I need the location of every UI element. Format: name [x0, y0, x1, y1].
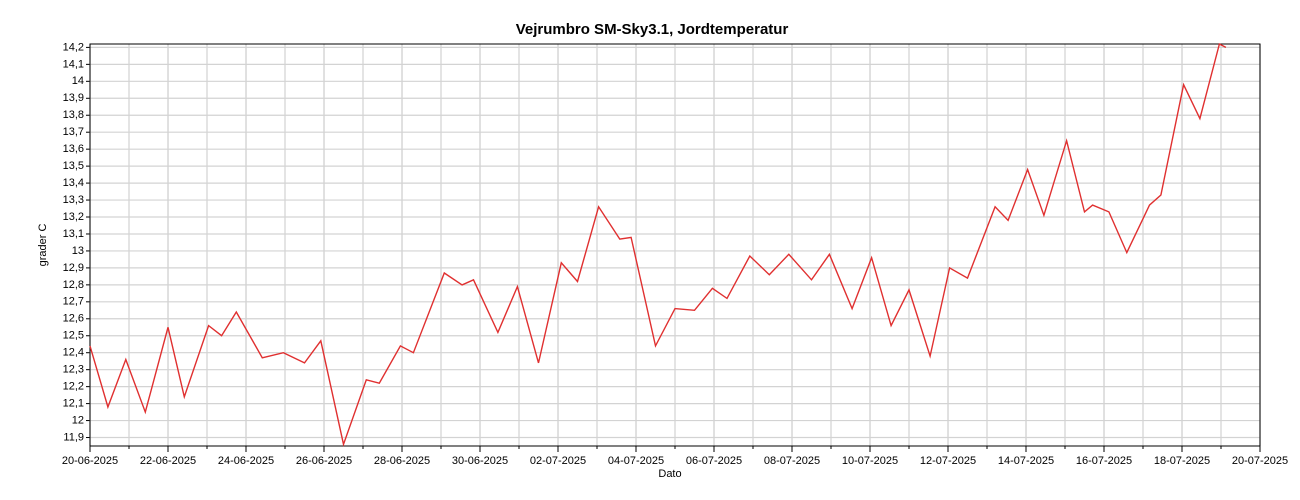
x-tick-label: 30-06-2025 [452, 455, 508, 467]
y-tick-label: 13,3 [63, 194, 84, 206]
y-tick-label: 13,4 [63, 177, 84, 189]
chart-title: Vejrumbro SM-Sky3.1, Jordtemperatur [516, 21, 789, 38]
y-tick-label: 14,2 [63, 41, 84, 53]
y-tick-label: 13 [72, 245, 84, 257]
x-tick-label: 10-07-2025 [842, 455, 898, 467]
y-tick-label: 12,1 [63, 398, 84, 410]
x-tick-label: 02-07-2025 [530, 455, 586, 467]
x-tick-label: 26-06-2025 [296, 455, 352, 467]
data-line [89, 42, 1227, 447]
plot-frame [89, 43, 1261, 447]
x-tick-label: 12-07-2025 [920, 455, 976, 467]
y-tick-label: 12 [72, 414, 84, 426]
y-tick-label: 13,2 [63, 211, 84, 223]
y-tick-label: 14 [72, 75, 84, 87]
y-tick-label: 13,5 [63, 160, 84, 172]
y-tick-label: 14,1 [63, 58, 84, 70]
y-tick-label: 11,9 [63, 431, 84, 443]
x-tick-label: 22-06-2025 [140, 455, 196, 467]
y-tick-label: 13,1 [63, 228, 84, 240]
x-tick-label: 20-07-2025 [1232, 455, 1288, 467]
x-tick-label: 14-07-2025 [998, 455, 1054, 467]
y-tick-label: 13,9 [63, 92, 84, 104]
y-tick-label: 12,4 [63, 347, 84, 359]
x-axis-label: Dato [658, 468, 681, 480]
x-tick-label: 18-07-2025 [1154, 455, 1210, 467]
y-tick-label: 13,7 [63, 126, 84, 138]
y-tick-label: 12,9 [63, 262, 84, 274]
y-tick-label: 12,6 [63, 313, 84, 325]
y-tick-label: 12,2 [63, 381, 84, 393]
y-tick-label: 12,7 [63, 296, 84, 308]
y-tick-label: 13,8 [63, 109, 84, 121]
y-tick-label: 12,5 [63, 330, 84, 342]
y-axis-label: grader C [37, 224, 49, 267]
y-tick-label: 12,3 [63, 364, 84, 376]
x-tick-label: 16-07-2025 [1076, 455, 1132, 467]
x-tick-label: 06-07-2025 [686, 455, 742, 467]
x-tick-label: 08-07-2025 [764, 455, 820, 467]
y-tick-label: 12,8 [63, 279, 84, 291]
x-tick-label: 04-07-2025 [608, 455, 664, 467]
x-tick-label: 28-06-2025 [374, 455, 430, 467]
x-tick-label: 20-06-2025 [62, 455, 118, 467]
x-tick-label: 24-06-2025 [218, 455, 274, 467]
y-tick-label: 13,6 [63, 143, 84, 155]
